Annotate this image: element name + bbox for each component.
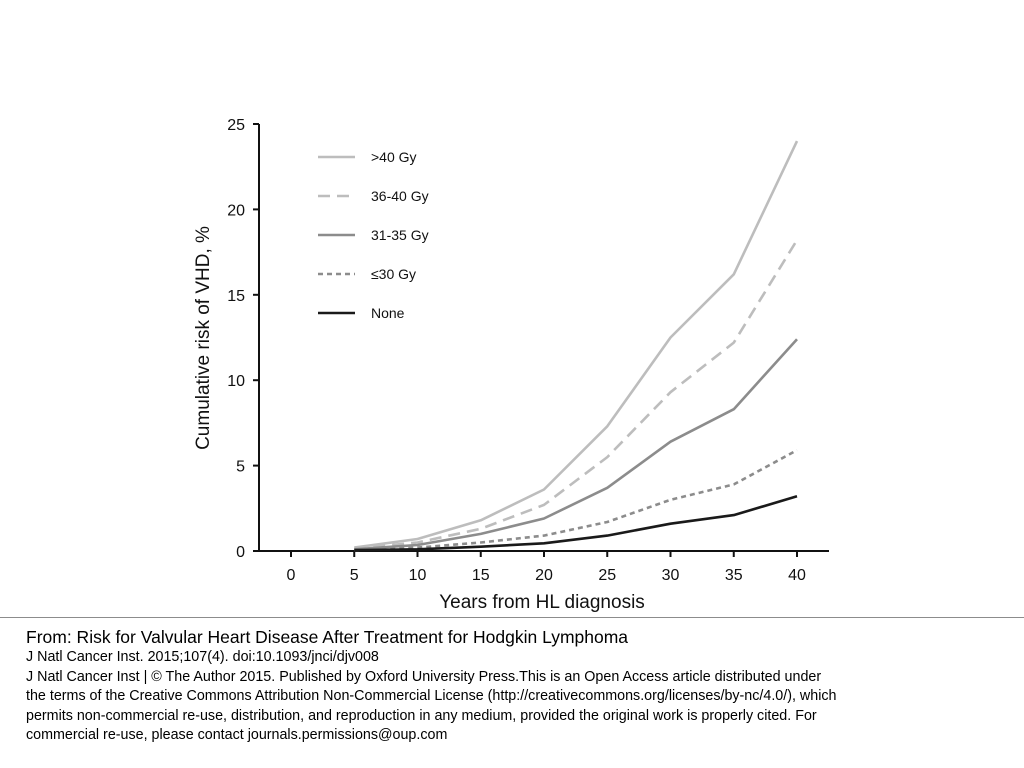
- series-line: [354, 449, 798, 552]
- caption-license-line: commercial re-use, please contact journa…: [26, 727, 448, 743]
- figure-panel: 0 5 10 15 20 25 0 5 10 15 20 25 30 35 40 >40 Gy 36-40 G…: [183, 108, 831, 616]
- series-lines: [354, 140, 799, 552]
- y-tick-label: 25: [227, 117, 245, 134]
- legend-label: ≤30 Gy: [371, 266, 416, 282]
- figure-caption: From: Risk for Valvular Heart Disease Af…: [26, 627, 1011, 746]
- caption-license-line: J Natl Cancer Inst | © The Author 2015. …: [26, 668, 822, 685]
- x-tick-label: 5: [350, 567, 359, 584]
- x-tick-label: 20: [535, 567, 553, 584]
- legend-label: >40 Gy: [371, 149, 417, 165]
- legend-label: 36-40 Gy: [371, 188, 429, 204]
- legend-label: None: [371, 305, 405, 321]
- chart-legend: >40 Gy 36-40 Gy 31-35 Gy ≤30 Gy None: [318, 149, 429, 321]
- chart-axes: 0 5 10 15 20 25 0 5 10 15 20 25 30 35 40: [227, 117, 829, 584]
- x-tick-label: 35: [725, 567, 743, 584]
- line-chart: 0 5 10 15 20 25 0 5 10 15 20 25 30 35 40 >40 Gy 36-40 G…: [193, 117, 829, 613]
- y-tick-label: 20: [227, 202, 245, 219]
- caption-citation: J Natl Cancer Inst. 2015;107(4). doi:10.…: [26, 649, 379, 665]
- x-axis-title: Years from HL diagnosis: [439, 592, 645, 613]
- x-tick-label: 40: [788, 567, 806, 584]
- series-line: [354, 338, 798, 551]
- legend-label: 31-35 Gy: [371, 227, 429, 243]
- y-axis-title: Cumulative risk of VHD, %: [193, 226, 214, 450]
- x-tick-label: 25: [598, 567, 616, 584]
- caption-title: From: Risk for Valvular Heart Disease Af…: [26, 627, 629, 647]
- y-tick-label: 15: [227, 288, 245, 305]
- x-tick-label: 15: [472, 567, 490, 584]
- y-tick-label: 0: [236, 544, 245, 561]
- series-line: [354, 140, 799, 549]
- x-tick-label: 30: [662, 567, 680, 584]
- series-line: [354, 495, 798, 552]
- caption-license-line: the terms of the Creative Commons Attrib…: [26, 688, 837, 704]
- series-line: [354, 239, 799, 550]
- y-tick-label: 5: [236, 459, 245, 476]
- y-tick-label: 10: [227, 373, 245, 390]
- caption-divider: [0, 617, 1024, 618]
- x-tick-label: 0: [287, 567, 296, 584]
- caption-license-line: permits non-commercial re-use, distribut…: [26, 707, 817, 724]
- x-tick-label: 10: [409, 567, 427, 584]
